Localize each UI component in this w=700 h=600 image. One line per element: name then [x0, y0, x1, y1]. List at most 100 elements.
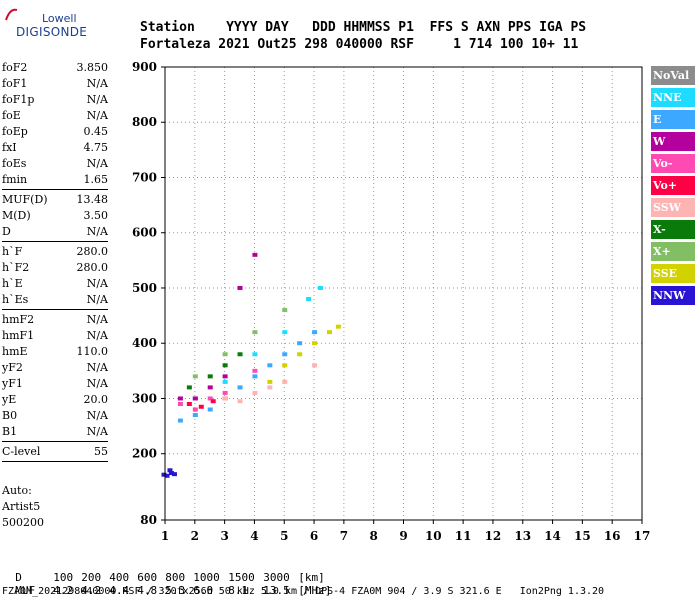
- param-row: fxI 4.75: [2, 140, 108, 156]
- param-label: h`E: [2, 277, 23, 290]
- param-row: foF1 N/A: [2, 76, 108, 92]
- param-row: yF2 N/A: [2, 360, 108, 376]
- data-point: [267, 379, 273, 384]
- data-point: [252, 374, 258, 379]
- data-point: [177, 396, 183, 401]
- distance-label: D: [15, 571, 22, 584]
- logo-text-digisonde: DIGISONDE: [16, 25, 88, 39]
- x-tick-label: 4: [250, 529, 258, 543]
- data-point: [252, 352, 258, 357]
- param-row: B0 N/A: [2, 408, 108, 424]
- data-point: [312, 341, 318, 346]
- param-value: 1.65: [83, 173, 109, 186]
- param-label: B0: [2, 409, 18, 422]
- y-tick-label: 500: [132, 281, 157, 295]
- data-point: [222, 352, 228, 357]
- data-point: [207, 374, 213, 379]
- data-point: [168, 471, 174, 476]
- x-tick-label: 6: [310, 529, 318, 543]
- legend-item-nne: NNE: [651, 88, 695, 107]
- param-value: 20.0: [83, 393, 109, 406]
- x-tick-label: 1: [161, 529, 169, 543]
- param-label: foEs: [2, 157, 27, 170]
- data-point: [267, 385, 273, 390]
- distance-row: D 100 200 400 600 800 1000 1500 3000 [km]: [2, 558, 325, 584]
- param-row: hmE 110.0: [2, 344, 108, 360]
- x-tick-label: 7: [340, 529, 348, 543]
- data-point: [282, 363, 288, 368]
- legend-item-e: E: [651, 110, 695, 129]
- param-label: yE: [2, 393, 17, 406]
- data-point: [237, 352, 243, 357]
- data-point: [252, 390, 258, 395]
- param-row: h`F 280.0: [2, 244, 108, 260]
- header-labels: Station YYYY DAY DDD HHMMSS P1 FFS S AXN…: [140, 20, 587, 35]
- data-point: [192, 413, 198, 418]
- param-value: 280.0: [76, 245, 109, 258]
- x-tick-label: 9: [399, 529, 407, 543]
- data-point: [171, 472, 177, 477]
- param-value: N/A: [86, 157, 108, 170]
- param-value: N/A: [86, 293, 108, 306]
- scaled-parameters-panel: foF2 3.850 foF1 N/A foF1p N/A foE N/A foEp 0.45 fx…: [2, 60, 108, 464]
- data-point: [222, 379, 228, 384]
- param-row: h`E N/A: [2, 276, 108, 292]
- data-point: [192, 407, 198, 412]
- data-point: [237, 385, 243, 390]
- muf-table-cell: 6.0: [193, 584, 214, 597]
- muf-table-cell: 4.2: [53, 584, 74, 597]
- data-point: [177, 418, 183, 423]
- data-point: [306, 297, 312, 302]
- muf-table-cell: 1500: [228, 571, 255, 584]
- param-row: foF1p N/A: [2, 92, 108, 108]
- data-point: [237, 399, 243, 404]
- y-tick-label: 900: [132, 60, 157, 74]
- legend-item-x-: X+: [651, 242, 695, 261]
- chart-axes: 1 2 3 4 5 6 7 8 9 10 11 12 13 14 15 16 17802003004005006…: [132, 60, 650, 543]
- header-values: Fortaleza 2021 Out25 298 040000 RSF 1 71…: [140, 37, 579, 52]
- muf-table-cell: 4.8: [137, 584, 158, 597]
- param-label: yF2: [2, 361, 23, 374]
- data-point: [164, 473, 170, 478]
- x-tick-label: 17: [634, 529, 651, 543]
- x-tick-label: 8: [370, 529, 378, 543]
- data-point: [318, 285, 324, 290]
- param-label: foEp: [2, 125, 28, 138]
- param-value: N/A: [86, 93, 108, 106]
- muf-table-cell: 800: [165, 571, 186, 584]
- muf-table-cell: 3000: [263, 571, 290, 584]
- param-value: 0.45: [83, 125, 109, 138]
- param-row: h`F2 280.0: [2, 260, 108, 276]
- legend-item-ssw: SSW: [651, 198, 695, 217]
- data-point: [297, 352, 303, 357]
- param-label: C-level: [2, 445, 41, 458]
- data-point: [192, 374, 198, 379]
- digisonde-logo: Lowell DIGISONDE: [4, 8, 88, 42]
- autoscaling-info: Auto: Artist5 500200: [2, 483, 44, 531]
- data-point: [167, 468, 173, 473]
- data-point: [177, 401, 183, 406]
- param-label: h`F2: [2, 261, 30, 274]
- param-row: MUF(D) 13.48: [2, 192, 108, 208]
- muf-table-cell: 4.4: [109, 584, 130, 597]
- muf-table-cell: 200: [81, 571, 102, 584]
- param-label: hmF2: [2, 313, 35, 326]
- x-tick-label: 3: [220, 529, 228, 543]
- y-tick-label: 300: [132, 391, 157, 405]
- data-point: [282, 330, 288, 335]
- param-value: 4.75: [83, 141, 109, 154]
- data-point: [222, 396, 228, 401]
- auto-label: Auto:: [2, 484, 32, 497]
- data-point: [222, 363, 228, 368]
- param-separator: [2, 309, 108, 310]
- muf-table-cell: 5.3: [165, 584, 186, 597]
- param-label: B1: [2, 425, 18, 438]
- param-value: 3.850: [76, 61, 109, 74]
- param-label: foF2: [2, 61, 28, 74]
- param-value: N/A: [86, 225, 108, 238]
- muf-table-cell: 100: [53, 571, 74, 584]
- muf-table-cell: 8.1: [228, 584, 249, 597]
- data-point: [210, 399, 216, 404]
- param-label: h`F: [2, 245, 23, 258]
